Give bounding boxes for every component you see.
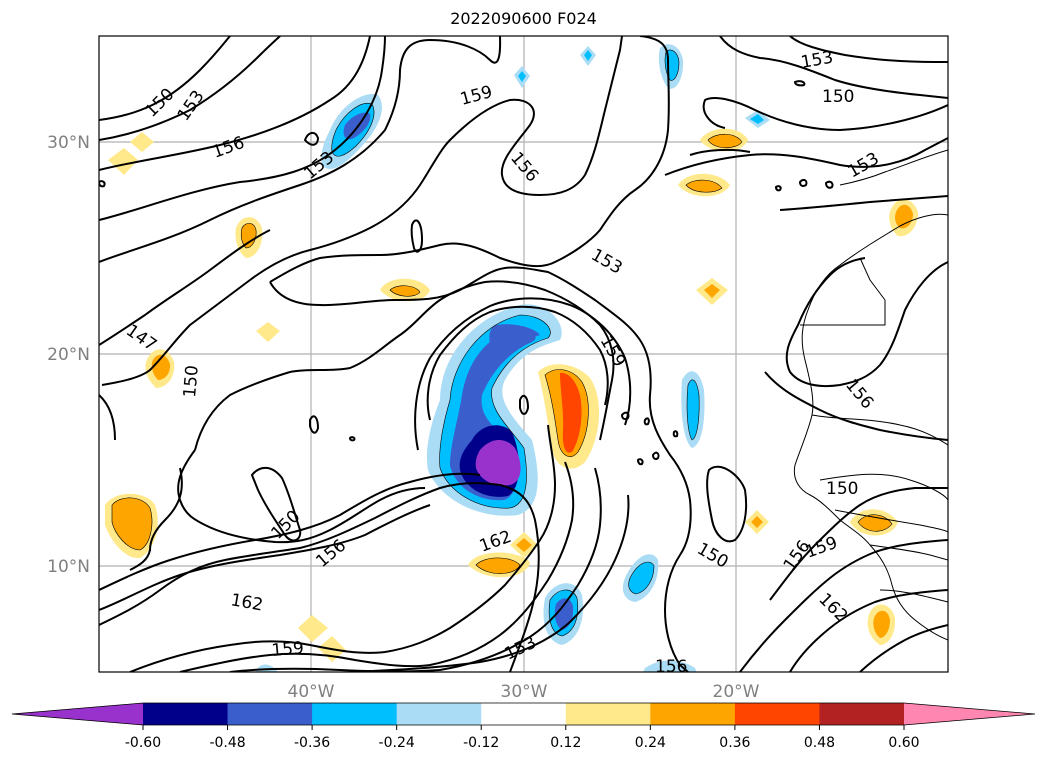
- contour-label: 150: [180, 364, 203, 398]
- colorbar: -0.60 -0.48 -0.36 -0.24 -0.12 0.12 0.24 0.36 0.4…: [11, 702, 1036, 751]
- colorbar-extend-high: [904, 703, 1035, 725]
- contour-label: 150: [822, 87, 854, 107]
- colorbar-segment: [819, 703, 905, 725]
- anomaly-outlines: [111, 49, 893, 637]
- lon-label-30w: 30°W: [501, 682, 548, 702]
- colorbar-tick-label: 0.36: [719, 735, 750, 751]
- contour-label: 150: [826, 479, 858, 499]
- lat-label-20n: 20°N: [47, 345, 90, 365]
- colorbar-segment: [734, 703, 820, 725]
- colorbar-tick-label: -0.24: [379, 735, 415, 751]
- colorbar-segment: [396, 703, 482, 725]
- lat-label-10n: 10°N: [47, 557, 90, 577]
- colorbar-segment: [481, 703, 567, 725]
- map-title: 2022090600 F024: [450, 9, 597, 28]
- height-contours: [99, 36, 948, 672]
- lon-label-20w: 20°W: [713, 682, 760, 702]
- shaded-field: [105, 44, 918, 672]
- colorbar-tick-label: 0.60: [888, 735, 919, 751]
- colorbar-segment: [143, 703, 229, 725]
- colorbar-tick-label: -0.12: [463, 735, 499, 751]
- colorbar-segment: [312, 703, 398, 725]
- colorbar-tick-label: 0.48: [804, 735, 835, 751]
- colorbar-segment: [650, 703, 736, 725]
- contour-label: 159: [271, 638, 305, 661]
- map-frame: [98, 35, 949, 673]
- lon-label-40w: 40°W: [288, 682, 335, 702]
- colorbar-tick-label: 0.24: [635, 735, 666, 751]
- colorbar-tick-label: 0.12: [550, 735, 581, 751]
- colorbar-segment: [227, 703, 313, 725]
- colorbar-tick-label: -0.48: [209, 735, 245, 751]
- colorbar-extend-low: [12, 703, 143, 725]
- lat-label-30n: 30°N: [47, 133, 90, 153]
- colorbar-tick-label: -0.36: [294, 735, 330, 751]
- contour-label: 156: [655, 657, 687, 677]
- colorbar-segment: [565, 703, 651, 725]
- colorbar-tick-label: -0.60: [125, 735, 161, 751]
